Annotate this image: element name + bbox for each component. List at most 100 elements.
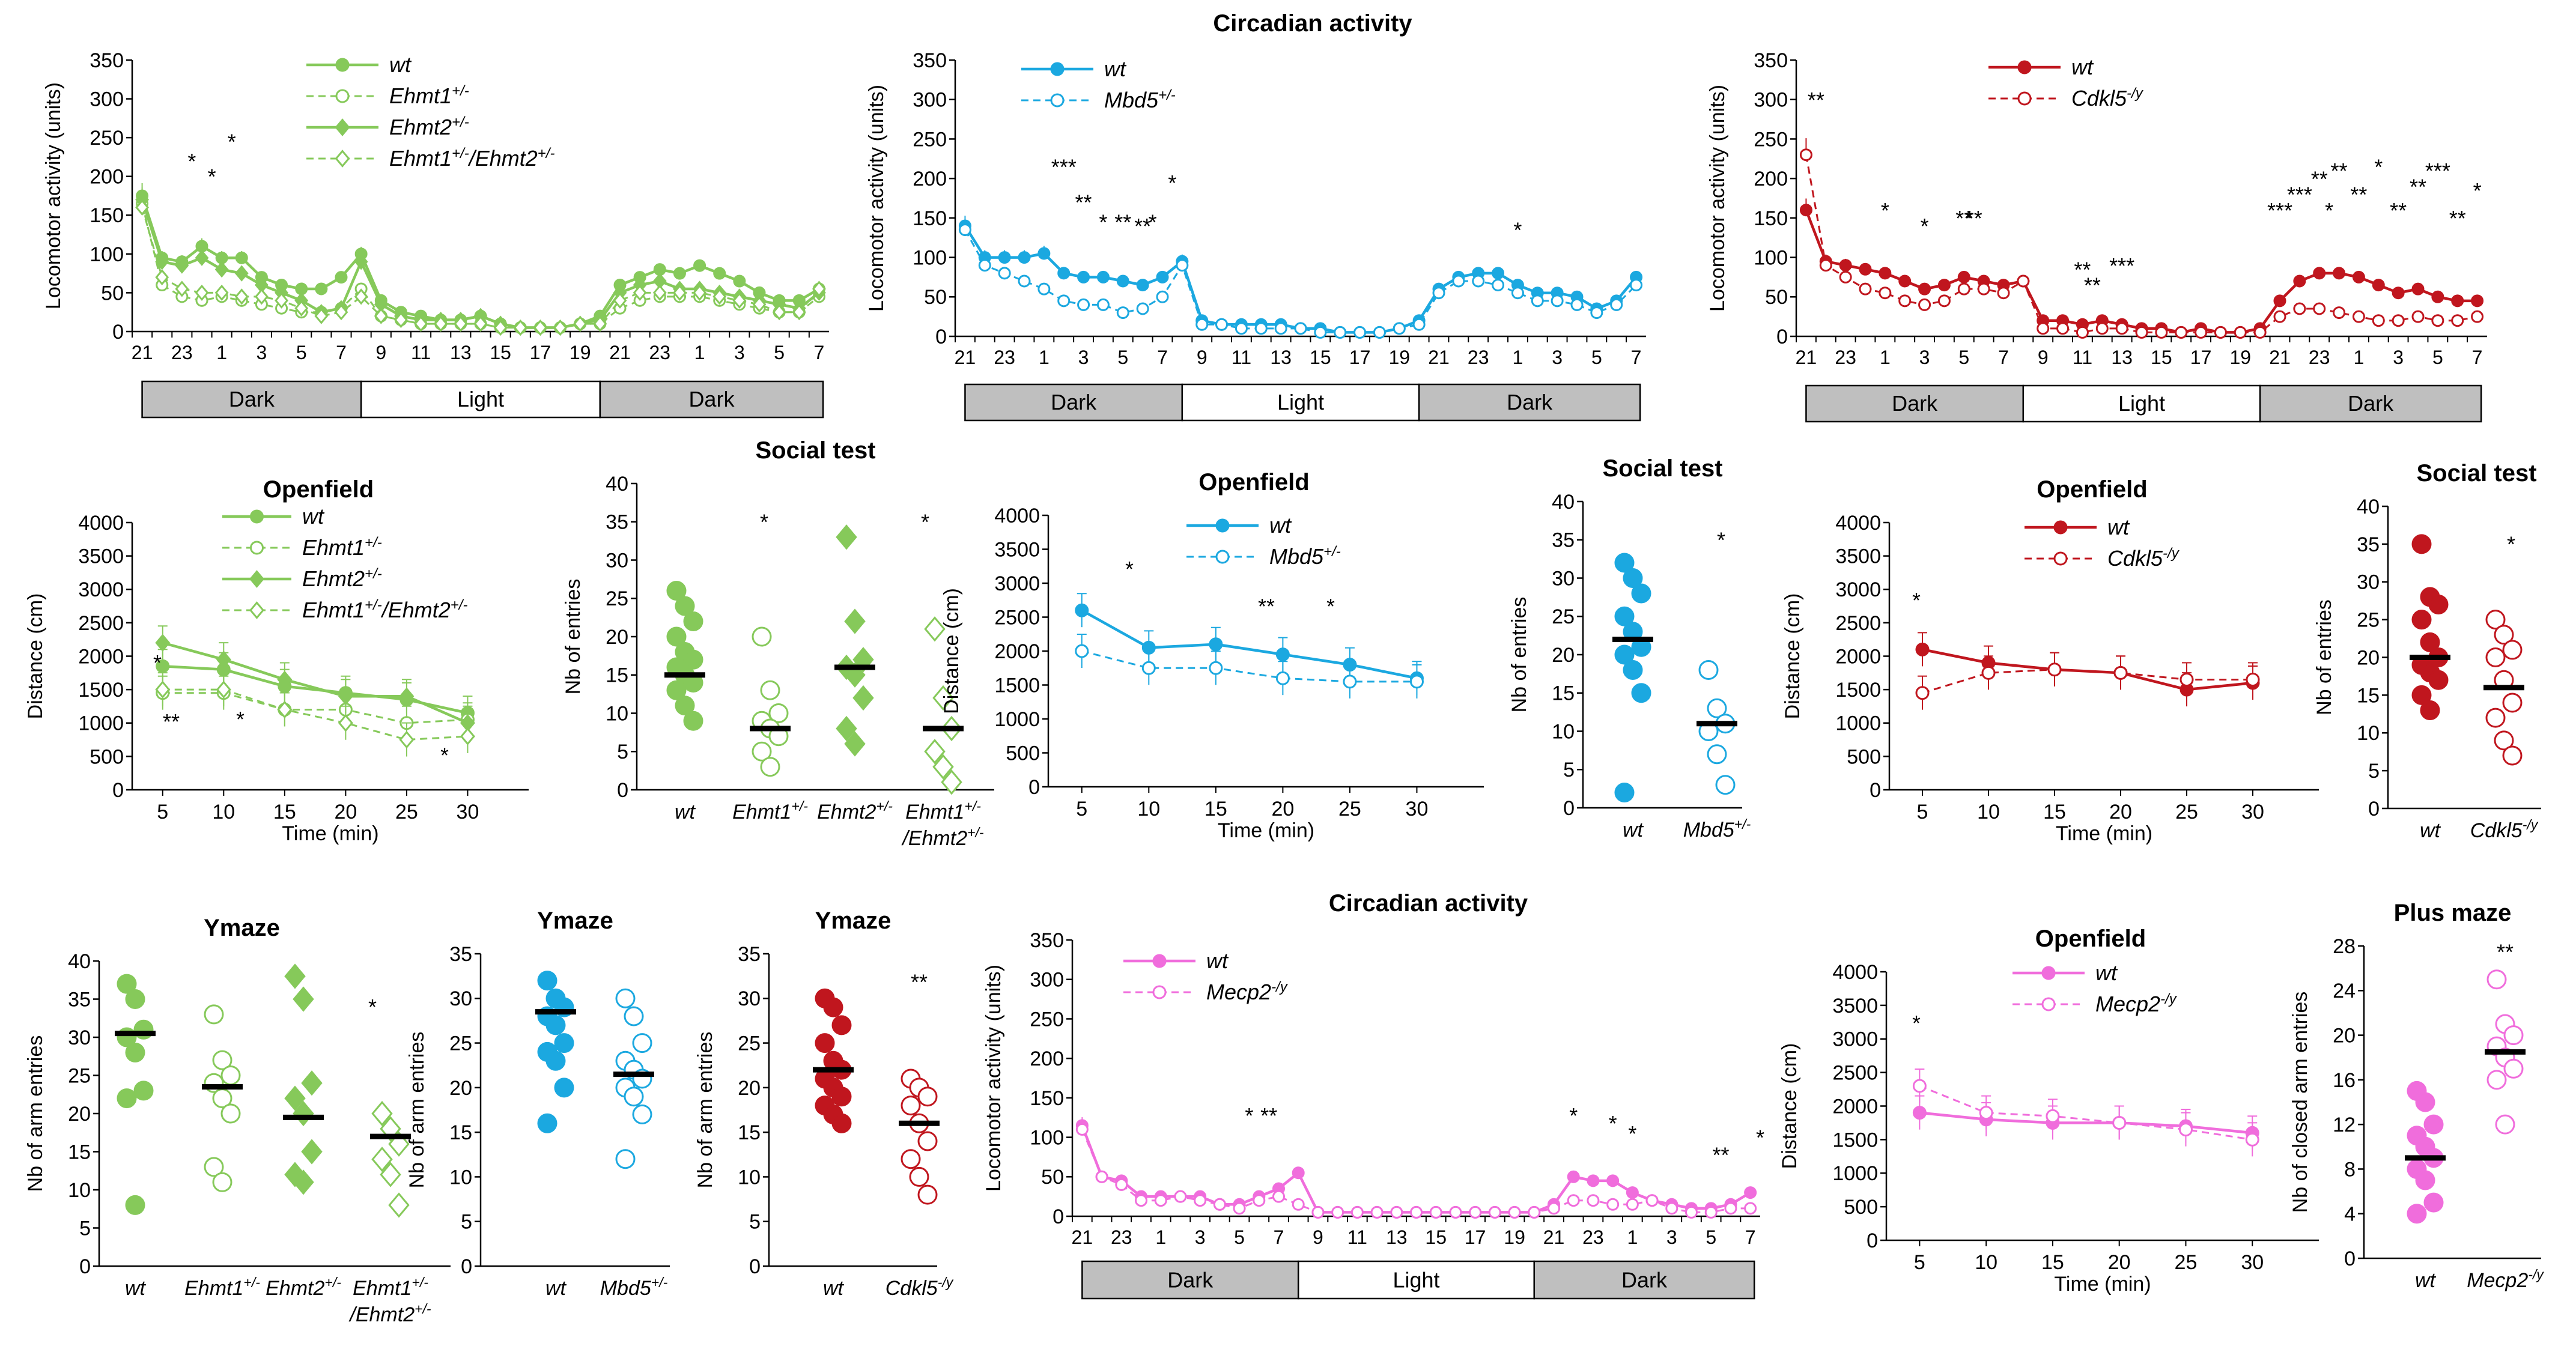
group-1 xyxy=(1697,660,1737,795)
data-point xyxy=(545,1050,566,1071)
y-tick-label: 20 xyxy=(1552,644,1575,667)
data-point xyxy=(624,1087,644,1107)
group-label: Ehmt1+/- xyxy=(184,1275,260,1300)
data-point xyxy=(2333,306,2346,320)
group-0 xyxy=(535,971,576,1133)
y-tick-label: 300 xyxy=(90,88,124,111)
y-tick-label: 10 xyxy=(68,1179,91,1202)
y-tick-label: 1500 xyxy=(1832,1129,1878,1151)
data-point xyxy=(2273,310,2286,323)
data-point xyxy=(1254,322,1268,335)
y-tick-label: 0 xyxy=(2368,798,2380,820)
data-point xyxy=(2234,326,2247,339)
x-tick-label: 3 xyxy=(1666,1226,1677,1248)
data-point xyxy=(2411,534,2432,554)
y-tick-label: 3000 xyxy=(1835,578,1881,601)
data-point xyxy=(1412,318,1426,331)
data-point xyxy=(2431,290,2444,303)
legend-marker xyxy=(249,570,264,588)
group-label: /Ehmt2+/- xyxy=(901,825,984,850)
data-point xyxy=(613,292,627,309)
legend-label: wt xyxy=(1269,513,1292,538)
y-tick-label: 2000 xyxy=(1832,1095,1878,1118)
data-point xyxy=(1879,286,1892,300)
x-tick-label: 30 xyxy=(2241,801,2264,823)
dark-label: Dark xyxy=(688,387,735,411)
data-point xyxy=(693,259,706,272)
x-tick-label: 9 xyxy=(1197,347,1208,368)
significance-star: * xyxy=(1149,210,1157,235)
group-2 xyxy=(834,524,875,757)
legend-marker xyxy=(335,89,350,103)
data-point xyxy=(399,687,415,706)
data-point xyxy=(1176,259,1189,272)
data-point xyxy=(683,611,703,631)
x-tick-label: 9 xyxy=(1313,1226,1323,1248)
x-tick-label: 9 xyxy=(2038,347,2049,368)
group-label: Ehmt2+/- xyxy=(266,1275,341,1300)
data-point xyxy=(2313,302,2326,315)
data-point xyxy=(2494,730,2514,751)
data-point xyxy=(1209,637,1223,652)
series-wt xyxy=(1075,593,1424,696)
data-point xyxy=(1077,270,1090,283)
series-line xyxy=(162,641,469,724)
x-tick-label: 5 xyxy=(1591,347,1602,368)
y-tick-label: 30 xyxy=(606,549,628,572)
y-axis-title: Distance (cm) xyxy=(940,588,963,714)
series-line xyxy=(1919,1111,2253,1135)
data-point xyxy=(917,1131,938,1151)
data-point xyxy=(958,223,971,237)
significance-star: ** xyxy=(2497,939,2514,964)
data-point xyxy=(831,1113,852,1133)
y-tick-label: 10 xyxy=(449,1166,472,1189)
y-tick-label: 0 xyxy=(112,321,124,344)
dark-label: Dark xyxy=(2348,391,2394,416)
data-point xyxy=(1235,322,1248,335)
significance-star: *** xyxy=(1051,155,1077,180)
data-point xyxy=(1410,1205,1423,1219)
data-point xyxy=(615,988,636,1008)
x-tick-label: 23 xyxy=(1835,347,1856,368)
data-point xyxy=(513,319,527,336)
data-point xyxy=(1977,282,1990,296)
data-point xyxy=(1799,148,1812,162)
data-point xyxy=(1141,661,1156,675)
data-point xyxy=(293,1169,314,1195)
y-tick-label: 40 xyxy=(2357,496,2380,518)
y-tick-label: 2500 xyxy=(78,612,124,635)
data-point xyxy=(1898,274,1912,288)
dark-label: Dark xyxy=(229,387,275,411)
significance-star: * xyxy=(2473,178,2482,203)
significance-star: ** xyxy=(2331,159,2348,183)
chart-title: Ymaze xyxy=(815,908,892,934)
x-tick-label: 10 xyxy=(1137,798,1160,820)
data-point xyxy=(2428,594,2449,614)
data-point xyxy=(772,304,786,321)
data-point xyxy=(1037,247,1051,260)
y-tick-label: 1000 xyxy=(994,708,1040,731)
group-label: Ehmt1+/- xyxy=(353,1275,428,1300)
data-point xyxy=(1449,1205,1462,1219)
y-tick-label: 20 xyxy=(738,1077,761,1100)
data-point xyxy=(1095,1170,1108,1183)
data-point xyxy=(2046,1109,2060,1123)
y-tick-label: 1500 xyxy=(78,679,124,702)
significance-star: ** xyxy=(163,709,180,734)
y-tick-label: 30 xyxy=(68,1026,91,1049)
group-0 xyxy=(115,974,156,1215)
y-tick-label: 350 xyxy=(90,49,124,72)
data-point xyxy=(277,700,293,719)
x-tick-label: 7 xyxy=(336,342,347,363)
x-tick-label: 3 xyxy=(1552,347,1563,368)
data-point xyxy=(135,199,149,216)
data-point xyxy=(1724,1202,1737,1215)
data-point xyxy=(844,731,866,757)
y-tick-label: 15 xyxy=(449,1121,472,1144)
group-1 xyxy=(202,1004,243,1192)
y-tick-label: 5 xyxy=(79,1217,91,1240)
group-label: Ehmt1+/- xyxy=(905,798,981,823)
data-point xyxy=(2047,662,2062,677)
data-point xyxy=(2273,294,2286,308)
y-tick-label: 35 xyxy=(606,511,628,534)
